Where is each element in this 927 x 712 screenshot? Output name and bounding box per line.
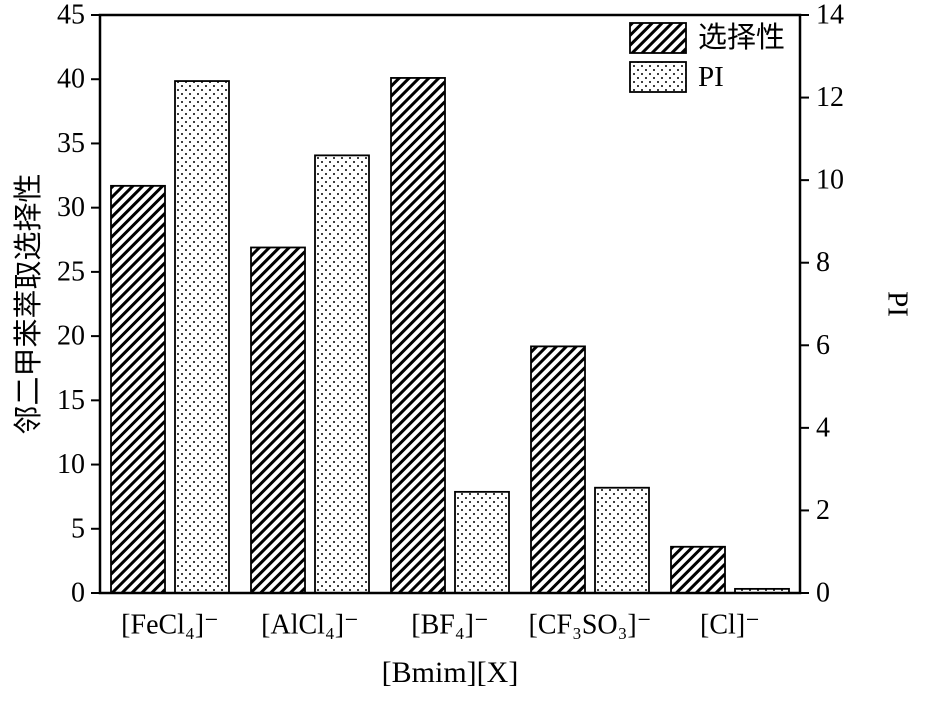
right-y-tick-label: 4 (816, 412, 830, 443)
bar-series0-cat1 (250, 246, 306, 594)
legend-label: 选择性 (698, 21, 785, 54)
left-y-tick-label: 45 (57, 0, 85, 31)
category-label: [FeCl₄]⁻ (121, 610, 219, 641)
left-y-tick-label: 10 (57, 449, 85, 480)
left-y-tick-label: 25 (57, 256, 85, 287)
category-label: [AlCl₄]⁻ (261, 610, 359, 641)
left-y-tick-label: 15 (57, 385, 85, 416)
bar-series1-cat2 (454, 490, 510, 594)
right-y-tick-label: 8 (816, 247, 830, 278)
right-y-tick-label: 10 (816, 165, 844, 196)
right-y-tick-label: 14 (816, 0, 844, 31)
right-y-tick-label: 2 (816, 495, 830, 526)
left-y-tick-label: 40 (57, 64, 85, 95)
x-axis-title: [Bmim][X] (381, 656, 519, 689)
category-label: [BF₄]⁻ (411, 610, 488, 641)
left-y-tick-label: 35 (57, 128, 85, 159)
bar-series1-cat0 (174, 80, 230, 594)
right-y-tick-label: 6 (816, 330, 830, 361)
legend-swatch-hatch (629, 22, 687, 54)
left-y-tick-label: 5 (71, 513, 85, 544)
category-label: [CF₃SO₃]⁻ (529, 610, 652, 641)
right-y-tick-label: 12 (816, 82, 844, 113)
bar-series1-cat1 (314, 154, 370, 594)
bar-series0-cat4 (670, 545, 726, 594)
bar-series0-cat2 (390, 77, 446, 594)
left-y-tick-label: 0 (71, 578, 85, 609)
legend-swatch-dots (629, 61, 687, 93)
legend-label: PI (698, 61, 724, 93)
left-y-tick-label: 20 (57, 321, 85, 352)
axis-frame (98, 13, 802, 595)
legend: 选择性 PI (629, 21, 785, 93)
category-label: [Cl]⁻ (700, 610, 760, 641)
left-y-tick-label: 30 (57, 192, 85, 223)
bar-series0-cat3 (530, 345, 586, 594)
right-y-tick-label: 0 (816, 578, 830, 609)
bar-series0-cat0 (110, 184, 166, 594)
bar-series1-cat3 (594, 486, 650, 594)
